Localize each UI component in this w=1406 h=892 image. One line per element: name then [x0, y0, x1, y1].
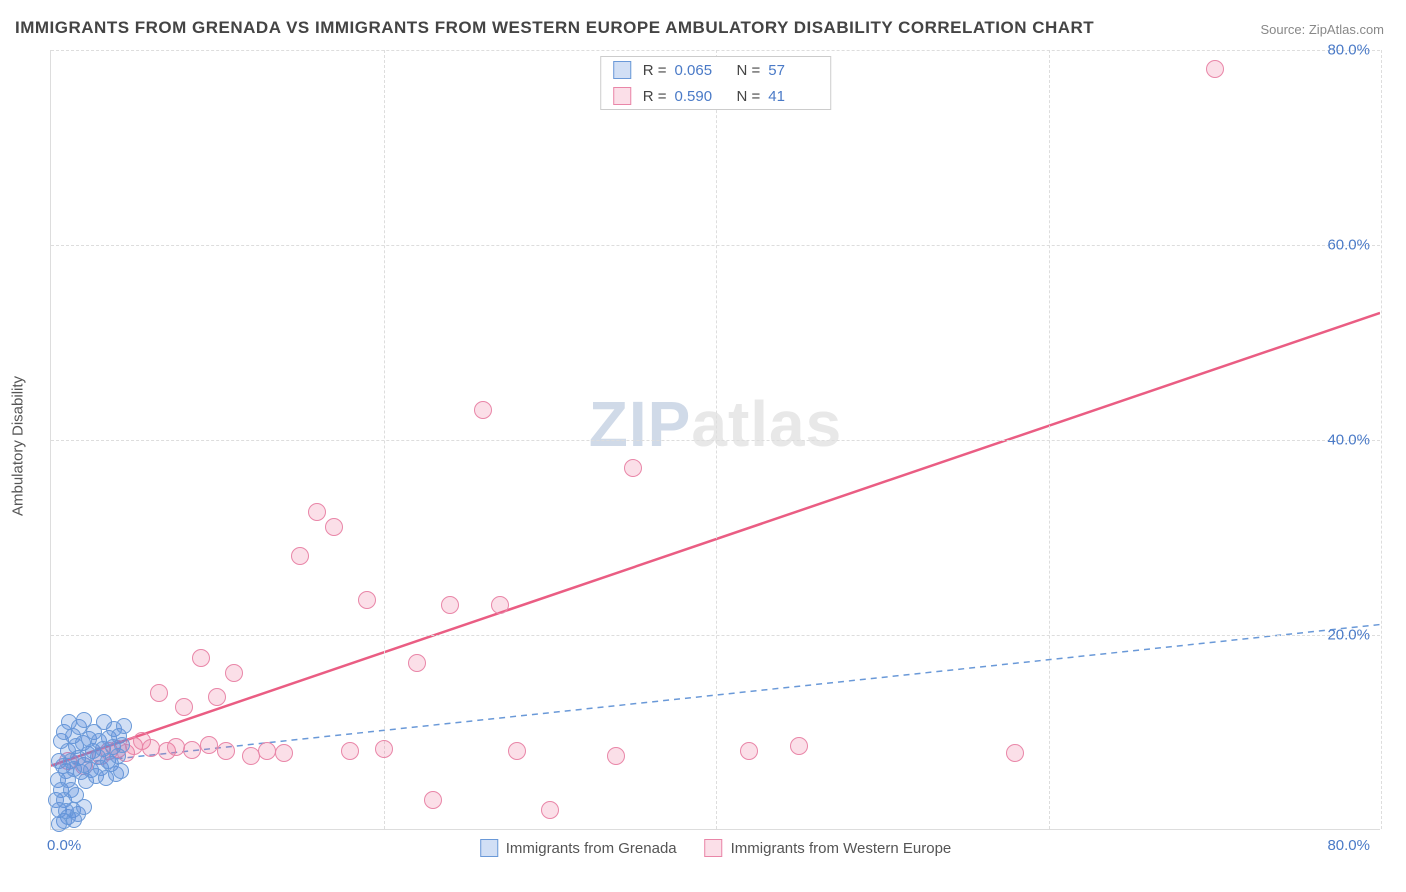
scatter-point-blue: [113, 763, 129, 779]
y-tick-label: 60.0%: [1327, 237, 1370, 254]
n-label-pink: N =: [737, 88, 761, 105]
scatter-point-pink: [341, 742, 359, 760]
scatter-point-pink: [308, 503, 326, 521]
y-axis-label: Ambulatory Disability: [10, 376, 27, 516]
scatter-point-pink: [275, 744, 293, 762]
scatter-point-pink: [408, 654, 426, 672]
legend-label-blue: Immigrants from Grenada: [506, 840, 677, 857]
scatter-point-pink: [208, 688, 226, 706]
scatter-point-pink: [142, 739, 160, 757]
gridline-v: [1381, 50, 1382, 829]
scatter-point-pink: [508, 742, 526, 760]
scatter-point-pink: [200, 736, 218, 754]
legend-label-pink: Immigrants from Western Europe: [731, 840, 952, 857]
legend-stats-row-blue: R = 0.065 N = 57: [601, 57, 831, 83]
scatter-point-pink: [225, 664, 243, 682]
scatter-point-pink: [441, 596, 459, 614]
scatter-point-pink: [175, 698, 193, 716]
scatter-point-pink: [192, 649, 210, 667]
scatter-point-pink: [491, 596, 509, 614]
gridline-v: [1049, 50, 1050, 829]
r-label-blue: R =: [643, 62, 667, 79]
legend-item-pink: Immigrants from Western Europe: [705, 839, 952, 857]
n-value-pink: 41: [768, 88, 818, 105]
scatter-point-pink: [217, 742, 235, 760]
legend-swatch-blue: [613, 61, 631, 79]
source-attribution: Source: ZipAtlas.com: [1260, 22, 1384, 37]
scatter-point-blue: [116, 718, 132, 734]
r-label-pink: R =: [643, 88, 667, 105]
scatter-point-pink: [1006, 744, 1024, 762]
legend-item-blue: Immigrants from Grenada: [480, 839, 677, 857]
scatter-point-pink: [358, 591, 376, 609]
scatter-point-blue: [66, 812, 82, 828]
scatter-point-pink: [474, 401, 492, 419]
y-tick-label: 40.0%: [1327, 432, 1370, 449]
scatter-point-pink: [375, 740, 393, 758]
plot-area: ZIPatlas R = 0.065 N = 57 R = 0.590 N = …: [50, 50, 1380, 830]
gridline-v: [384, 50, 385, 829]
scatter-point-pink: [325, 518, 343, 536]
scatter-point-pink: [740, 742, 758, 760]
r-value-blue: 0.065: [675, 62, 725, 79]
scatter-point-pink: [541, 801, 559, 819]
r-value-pink: 0.590: [675, 88, 725, 105]
n-value-blue: 57: [768, 62, 818, 79]
n-label-blue: N =: [737, 62, 761, 79]
x-tick-min: 0.0%: [47, 837, 81, 854]
scatter-point-pink: [607, 747, 625, 765]
legend-swatch-pink: [613, 87, 631, 105]
legend-stats-row-pink: R = 0.590 N = 41: [601, 83, 831, 109]
watermark-zip: ZIP: [589, 388, 692, 460]
y-tick-label: 80.0%: [1327, 42, 1370, 59]
legend-stats: R = 0.065 N = 57 R = 0.590 N = 41: [600, 56, 832, 110]
scatter-point-pink: [242, 747, 260, 765]
scatter-point-pink: [291, 547, 309, 565]
x-tick-max: 80.0%: [1327, 837, 1370, 854]
scatter-point-pink: [183, 741, 201, 759]
scatter-point-pink: [424, 791, 442, 809]
y-tick-label: 20.0%: [1327, 627, 1370, 644]
legend-swatch-blue-bottom: [480, 839, 498, 857]
scatter-point-pink: [258, 742, 276, 760]
scatter-point-pink: [167, 738, 185, 756]
scatter-point-pink: [1206, 60, 1224, 78]
legend-swatch-pink-bottom: [705, 839, 723, 857]
scatter-point-pink: [790, 737, 808, 755]
chart-title: IMMIGRANTS FROM GRENADA VS IMMIGRANTS FR…: [15, 18, 1094, 38]
scatter-point-blue: [76, 799, 92, 815]
scatter-point-pink: [150, 684, 168, 702]
scatter-point-blue: [114, 737, 130, 753]
scatter-point-pink: [624, 459, 642, 477]
watermark-atlas: atlas: [691, 388, 842, 460]
legend-series: Immigrants from Grenada Immigrants from …: [480, 839, 952, 857]
gridline-v: [716, 50, 717, 829]
